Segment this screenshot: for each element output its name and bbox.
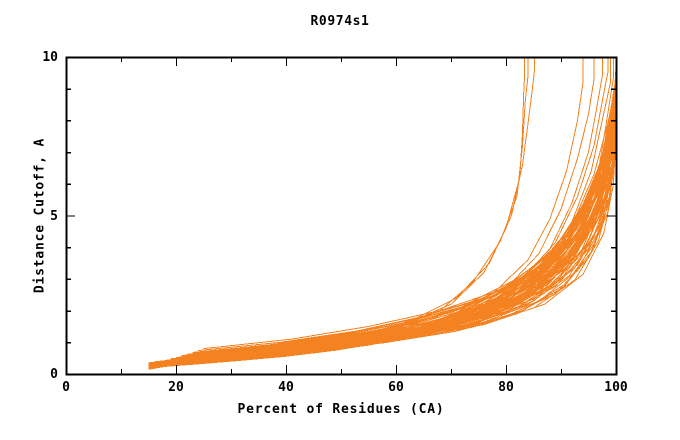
x-tick-label: 100	[604, 380, 628, 395]
series-line	[148, 57, 616, 367]
chart-title: R0974s1	[310, 14, 370, 29]
series-line	[175, 57, 616, 359]
series-line	[164, 57, 616, 361]
plot-area	[66, 57, 616, 374]
series-line	[164, 57, 616, 362]
series-line	[148, 57, 616, 365]
series-line	[148, 57, 616, 369]
series-line	[186, 57, 616, 355]
y-tick-label: 10	[42, 50, 58, 65]
series-line	[153, 57, 616, 364]
y-tick-label: 0	[50, 367, 58, 382]
series-line	[148, 57, 616, 370]
series-line	[170, 57, 616, 361]
series-line	[148, 57, 616, 366]
series-line	[164, 57, 609, 363]
series-line	[164, 57, 616, 362]
series-line	[197, 57, 616, 352]
series-line	[164, 57, 616, 362]
series-line	[153, 57, 616, 364]
series-line	[175, 57, 616, 359]
series-line	[148, 57, 616, 370]
series-line	[164, 57, 616, 363]
series-line	[153, 57, 616, 365]
series-line	[159, 57, 616, 364]
series-line	[159, 57, 616, 364]
series-line	[148, 57, 616, 365]
series-line	[153, 57, 616, 366]
series-line	[153, 57, 616, 366]
x-tick-label: 60	[388, 380, 404, 395]
series-line	[153, 57, 616, 365]
series-line	[148, 57, 616, 368]
series-line	[148, 57, 611, 365]
series-line	[148, 57, 616, 367]
series-line	[148, 57, 616, 367]
series-line	[153, 57, 616, 364]
series-line	[148, 57, 616, 366]
series-line	[159, 57, 616, 365]
series-line	[148, 57, 616, 367]
series-line	[148, 57, 616, 365]
series-line	[164, 57, 616, 362]
series-line	[175, 57, 616, 359]
series-line	[148, 57, 616, 365]
series-line	[148, 57, 616, 366]
series-line	[153, 57, 614, 365]
series-line	[181, 57, 616, 357]
series-line	[159, 57, 603, 364]
series-line	[148, 57, 616, 366]
series-line	[159, 57, 616, 363]
series-line	[175, 57, 616, 359]
series-line	[148, 57, 616, 367]
series-line	[153, 57, 616, 365]
series-line	[170, 57, 616, 360]
series-line	[148, 57, 616, 367]
series-line	[148, 57, 584, 365]
x-tick-label: 0	[62, 380, 70, 395]
series-line	[148, 57, 616, 369]
y-axis-label: Distance Cutoff, A	[32, 137, 48, 294]
series-line	[148, 57, 616, 368]
series-line	[203, 57, 616, 350]
series-lines	[148, 57, 616, 370]
series-line	[148, 57, 616, 366]
series-line	[181, 57, 616, 357]
series-line	[148, 57, 616, 366]
series-line	[186, 57, 616, 356]
series-line	[148, 57, 616, 369]
series-line	[153, 57, 595, 364]
series-line	[181, 57, 616, 358]
series-line	[148, 57, 616, 365]
series-line	[170, 57, 616, 360]
series-line	[159, 57, 616, 363]
series-line	[192, 57, 616, 353]
series-line	[159, 57, 616, 363]
series-line	[170, 57, 616, 361]
series-line	[148, 57, 616, 370]
series-line	[148, 57, 616, 367]
series-line	[148, 57, 616, 368]
series-line	[192, 57, 616, 354]
series-line	[159, 57, 616, 364]
series-line	[159, 57, 616, 363]
series-line	[170, 57, 616, 360]
series-line	[148, 57, 616, 365]
y-tick-label: 5	[50, 208, 58, 224]
series-line	[153, 57, 616, 364]
x-tick-label: 80	[498, 380, 514, 395]
x-axis-label: Percent of Residues (CA)	[237, 402, 445, 417]
series-line	[153, 57, 616, 365]
series-line	[148, 57, 616, 367]
x-tick-label: 40	[278, 380, 294, 395]
x-tick-label: 20	[168, 380, 184, 395]
